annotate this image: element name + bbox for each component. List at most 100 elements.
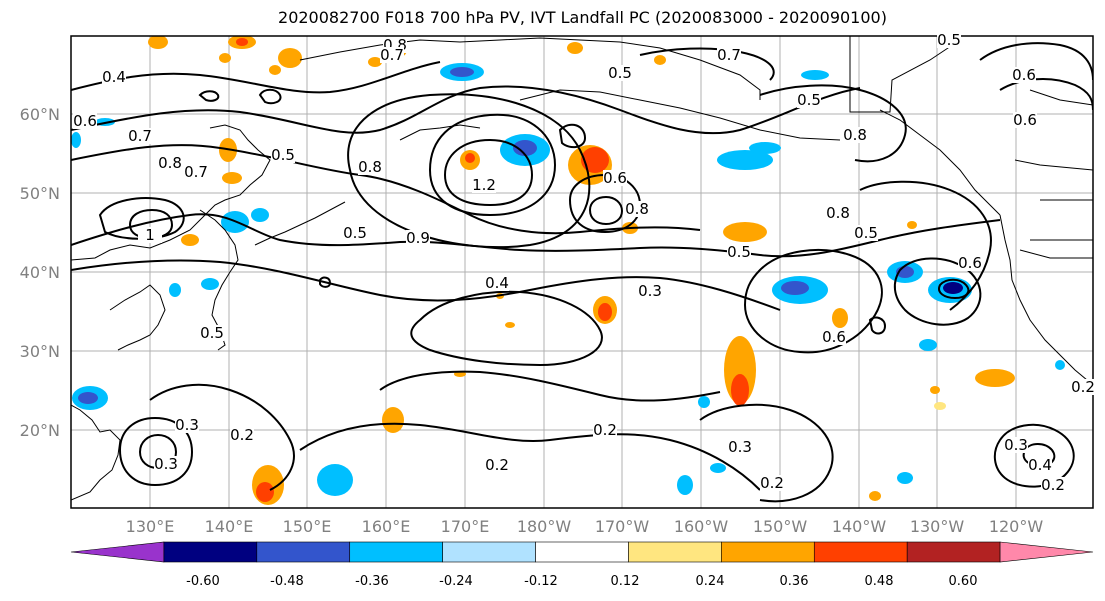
- contour-label: 0.5: [937, 31, 961, 49]
- contour-label-halo: [728, 439, 752, 455]
- colorbar-segment: [906, 541, 1001, 563]
- contour-label-halo: [958, 255, 982, 271]
- contour-label-halo: [102, 69, 126, 85]
- colorbar-tick: -0.24: [439, 574, 473, 589]
- contour-label: 0.5: [608, 64, 632, 82]
- contour-label-halo: [843, 127, 867, 143]
- colorbar-tick: 0.48: [865, 574, 894, 589]
- contour-label-halo: [343, 225, 367, 241]
- lon-label: 120°W: [989, 517, 1044, 536]
- contour-label: 0.8: [358, 158, 382, 176]
- colorbar-tick: 0.12: [611, 574, 640, 589]
- colorbar-segment: [349, 541, 443, 563]
- lat-label: 50°N: [20, 184, 60, 203]
- colorbar-segment: [535, 541, 629, 563]
- lon-label: 130°E: [126, 517, 175, 536]
- contour-label-halo: [158, 155, 182, 171]
- contour-label: 0.6: [958, 254, 982, 272]
- contour-label-halo: [603, 170, 627, 186]
- contour-label: 0.5: [797, 91, 821, 109]
- contour-label: 0.8: [826, 204, 850, 222]
- contour-label: 0.3: [728, 438, 752, 456]
- contour-label-halo: [1013, 112, 1037, 128]
- contour-label: 1.2: [472, 176, 496, 194]
- contour-label-halo: [727, 244, 751, 260]
- contour-label-halo: [1012, 67, 1036, 83]
- contour-label: 0.6: [73, 112, 97, 130]
- contour-label: 0.6: [603, 169, 627, 187]
- contour-label: 0.3: [1004, 436, 1028, 454]
- contour-label-halo: [638, 283, 662, 299]
- contour-label-halo: [1028, 457, 1052, 473]
- contour-label-halo: [406, 230, 430, 246]
- contour-label-halo: [822, 329, 846, 345]
- lat-label: 60°N: [20, 105, 60, 124]
- contour-label: 0.8: [843, 126, 867, 144]
- colorbar-tick: -0.12: [524, 574, 558, 589]
- contour-label: 0.6: [1012, 66, 1036, 84]
- contour-label-halo: [271, 147, 295, 163]
- contour-label: 0.2: [230, 426, 254, 444]
- contour-label: 0.2: [1071, 378, 1095, 396]
- contour-label: 0.2: [760, 474, 784, 492]
- colorbar-tick: -0.36: [355, 574, 389, 589]
- lon-label: 180°W: [517, 517, 572, 536]
- contour-label-halo: [625, 201, 649, 217]
- contour-label: 0.2: [485, 456, 509, 474]
- contour-label: 0.6: [822, 328, 846, 346]
- lon-label: 160°E: [362, 517, 411, 536]
- colorbar-tick: 0.36: [780, 574, 809, 589]
- contour-label: 0.5: [727, 243, 751, 261]
- longitude-labels: 130°E 140°E 150°E 160°E 170°E 180°W 170°…: [126, 517, 1044, 536]
- contour-label-halo: [138, 227, 162, 243]
- pv-contours: [71, 42, 1093, 503]
- contour-label: 0.5: [271, 146, 295, 164]
- contour-label-halo: [380, 47, 404, 63]
- contour-label: 0.8: [158, 154, 182, 172]
- latitude-labels: 20°N 30°N 40°N 50°N 60°N: [20, 105, 60, 440]
- colorbar-ticks: -0.60 -0.48 -0.36 -0.24 -0.12 0.12 0.24 …: [186, 574, 977, 589]
- contour-label: 0.7: [184, 163, 208, 181]
- colorbar-segment: [813, 541, 908, 563]
- contour-label: 0.2: [593, 421, 617, 439]
- colorbar-segment: [70, 541, 165, 563]
- map-title: 2020082700 F018 700 hPa PV, IVT Landfall…: [278, 8, 887, 27]
- contour-label-halo: [485, 275, 509, 291]
- contour-label-halo: [854, 225, 878, 241]
- colorbar-segment: [256, 541, 351, 563]
- contour-label-halo: [826, 205, 850, 221]
- contour-label-halo: [1071, 379, 1095, 395]
- contour-label: 0.7: [717, 46, 741, 64]
- lon-label: 150°W: [753, 517, 808, 536]
- lon-label: 140°E: [205, 517, 254, 536]
- contour-label: 0.8: [625, 200, 649, 218]
- contour-label-halo: [175, 417, 199, 433]
- lon-label: 160°W: [674, 517, 729, 536]
- contour-label: 0.3: [154, 455, 178, 473]
- contour-label: 0.4: [1028, 456, 1052, 474]
- lon-label: 170°E: [441, 517, 490, 536]
- lon-label: 140°W: [832, 517, 887, 536]
- colorbar-segment: [999, 541, 1094, 563]
- lon-label: 170°W: [595, 517, 650, 536]
- contour-label-halo: [154, 456, 178, 472]
- colorbar-segment: [442, 541, 536, 563]
- colorbar-tick: -0.60: [186, 574, 220, 589]
- contour-label-halo: [797, 92, 821, 108]
- contour-labels: 0.80.7 0.70.50.50.60.70.50.4 0.60.50.60.80…: [73, 31, 1095, 494]
- contour-label: 0.4: [485, 274, 509, 292]
- contour-label: 1: [145, 226, 155, 244]
- colorbar: [70, 541, 1094, 563]
- contour-label-halo: [1041, 477, 1065, 493]
- contour-label-halo: [937, 32, 961, 48]
- lon-label: 130°W: [910, 517, 965, 536]
- contour-label-halo: [1004, 437, 1028, 453]
- colorbar-segment: [628, 541, 722, 563]
- contour-label: 0.5: [200, 324, 224, 342]
- contour-label-halo: [73, 113, 97, 129]
- contour-label-halo: [128, 128, 152, 144]
- contour-label: 0.4: [102, 68, 126, 86]
- map-frame: [70, 35, 1094, 509]
- contour-label-halo: [608, 65, 632, 81]
